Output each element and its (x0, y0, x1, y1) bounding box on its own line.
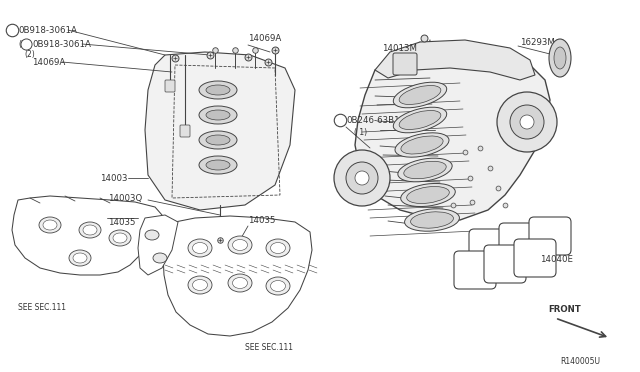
Ellipse shape (401, 183, 455, 206)
Polygon shape (138, 215, 178, 275)
Ellipse shape (404, 209, 460, 231)
Text: N: N (8, 27, 13, 33)
Text: SEE SEC.111: SEE SEC.111 (245, 343, 293, 353)
FancyBboxPatch shape (180, 125, 190, 137)
Text: 14069A: 14069A (248, 33, 281, 42)
Circle shape (334, 150, 390, 206)
Ellipse shape (113, 233, 127, 243)
Ellipse shape (406, 186, 449, 203)
Text: (2): (2) (24, 49, 35, 58)
Ellipse shape (399, 86, 441, 105)
Ellipse shape (193, 243, 207, 253)
Ellipse shape (228, 236, 252, 254)
Ellipse shape (193, 279, 207, 291)
FancyBboxPatch shape (499, 223, 541, 261)
Ellipse shape (401, 136, 443, 154)
Ellipse shape (79, 222, 101, 238)
Text: 14013M: 14013M (382, 44, 417, 52)
Text: B: B (22, 42, 26, 46)
Ellipse shape (411, 212, 453, 228)
Ellipse shape (199, 131, 237, 149)
Ellipse shape (199, 106, 237, 124)
FancyBboxPatch shape (469, 229, 511, 267)
Polygon shape (163, 216, 312, 336)
Text: 0B246-63B10: 0B246-63B10 (346, 115, 405, 125)
Ellipse shape (232, 240, 248, 250)
FancyBboxPatch shape (529, 217, 571, 255)
Ellipse shape (109, 230, 131, 246)
Polygon shape (355, 50, 550, 220)
Ellipse shape (206, 85, 230, 95)
Ellipse shape (228, 274, 252, 292)
Text: 14040E: 14040E (540, 256, 573, 264)
Circle shape (346, 162, 378, 194)
Circle shape (497, 92, 557, 152)
Ellipse shape (271, 280, 285, 292)
Text: 14003: 14003 (100, 173, 127, 183)
Circle shape (520, 115, 534, 129)
Circle shape (510, 105, 544, 139)
Ellipse shape (199, 81, 237, 99)
Ellipse shape (83, 225, 97, 235)
Ellipse shape (69, 250, 91, 266)
FancyBboxPatch shape (165, 80, 175, 92)
Ellipse shape (39, 217, 61, 233)
Text: 14035: 14035 (248, 215, 275, 224)
Ellipse shape (266, 277, 290, 295)
FancyBboxPatch shape (454, 251, 496, 289)
FancyBboxPatch shape (514, 239, 556, 277)
Polygon shape (375, 40, 535, 80)
Ellipse shape (399, 110, 441, 129)
Ellipse shape (206, 135, 230, 145)
Text: 0B918-3061A: 0B918-3061A (18, 26, 77, 35)
Text: ( 1): ( 1) (354, 128, 367, 137)
Ellipse shape (232, 278, 248, 289)
Ellipse shape (188, 239, 212, 257)
Ellipse shape (394, 107, 447, 133)
Text: 14069A: 14069A (32, 58, 65, 67)
Ellipse shape (271, 243, 285, 253)
Ellipse shape (73, 253, 87, 263)
Text: 0B918-3061A: 0B918-3061A (32, 39, 91, 48)
Ellipse shape (266, 239, 290, 257)
Ellipse shape (206, 160, 230, 170)
Ellipse shape (395, 133, 449, 157)
Ellipse shape (153, 253, 167, 263)
Text: (2): (2) (18, 39, 29, 48)
Ellipse shape (549, 39, 571, 77)
Ellipse shape (398, 158, 452, 182)
Ellipse shape (206, 110, 230, 120)
FancyBboxPatch shape (393, 53, 417, 75)
Text: R140005U: R140005U (560, 357, 600, 366)
Text: 16293M: 16293M (520, 38, 555, 46)
Text: SEE SEC.111: SEE SEC.111 (18, 304, 66, 312)
Ellipse shape (404, 161, 446, 179)
Text: FRONT: FRONT (548, 305, 580, 314)
Ellipse shape (554, 47, 566, 69)
Ellipse shape (145, 230, 159, 240)
Text: 14003Q: 14003Q (108, 193, 142, 202)
Ellipse shape (394, 82, 447, 108)
Text: 14035: 14035 (108, 218, 136, 227)
Polygon shape (12, 196, 162, 275)
Text: S: S (336, 117, 340, 123)
Circle shape (355, 171, 369, 185)
Ellipse shape (43, 220, 57, 230)
Polygon shape (145, 52, 295, 210)
Ellipse shape (199, 156, 237, 174)
FancyBboxPatch shape (484, 245, 526, 283)
Ellipse shape (188, 276, 212, 294)
